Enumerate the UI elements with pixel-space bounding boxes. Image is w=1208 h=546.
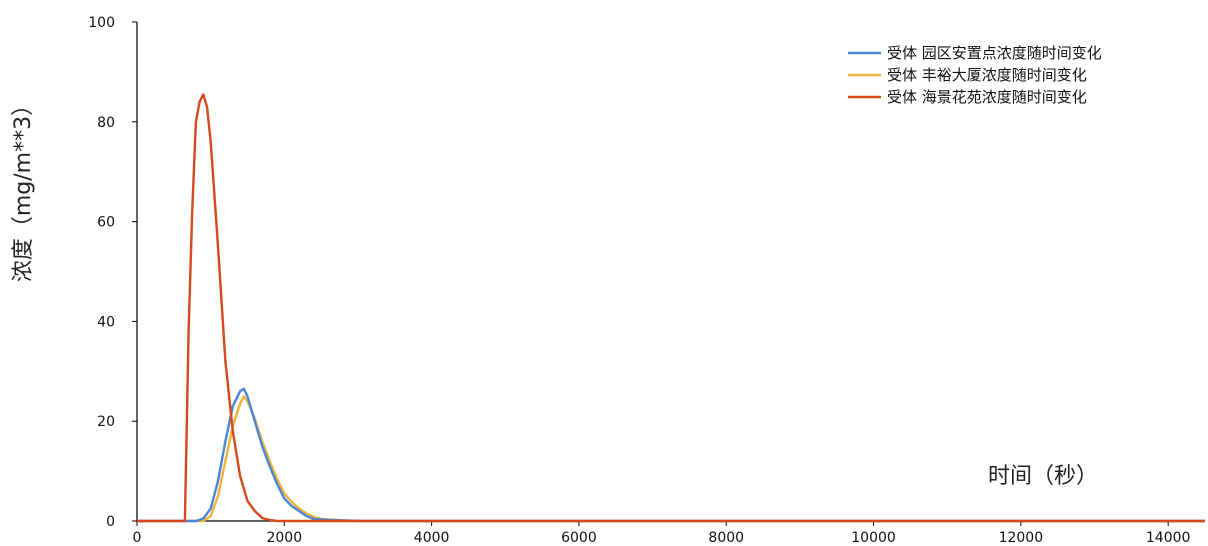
y-tick-label: 40 <box>97 314 115 330</box>
x-tick-label: 2000 <box>266 530 302 546</box>
y-tick-label: 20 <box>97 414 115 430</box>
y-tick-label: 0 <box>106 514 115 530</box>
x-tick-label: 14000 <box>1146 530 1191 546</box>
x-tick-label: 4000 <box>414 530 450 546</box>
series-line-1 <box>137 395 1205 523</box>
x-tick-label: 6000 <box>561 530 597 546</box>
y-tick-label: 80 <box>97 115 115 131</box>
y-tick-label: 100 <box>88 15 115 31</box>
x-tick-label: 8000 <box>708 530 744 546</box>
x-axis-title: 时间（秒） <box>988 464 1098 489</box>
x-tick-label: 10000 <box>851 530 896 546</box>
series-line-2 <box>137 93 1205 523</box>
legend-label: 受体 丰裕大厦浓度随时间变化 <box>887 66 1087 84</box>
y-axis-title: 浓度（mg/m**3） <box>11 94 36 282</box>
series-layer <box>137 93 1205 523</box>
x-tick-label: 12000 <box>999 530 1044 546</box>
series-line-0 <box>137 387 1205 523</box>
legend-label: 受体 园区安置点浓度随时间变化 <box>887 44 1102 62</box>
y-tick-label: 60 <box>97 215 115 231</box>
legend-label: 受体 海景花苑浓度随时间变化 <box>887 88 1087 106</box>
x-tick-label: 0 <box>133 530 142 546</box>
